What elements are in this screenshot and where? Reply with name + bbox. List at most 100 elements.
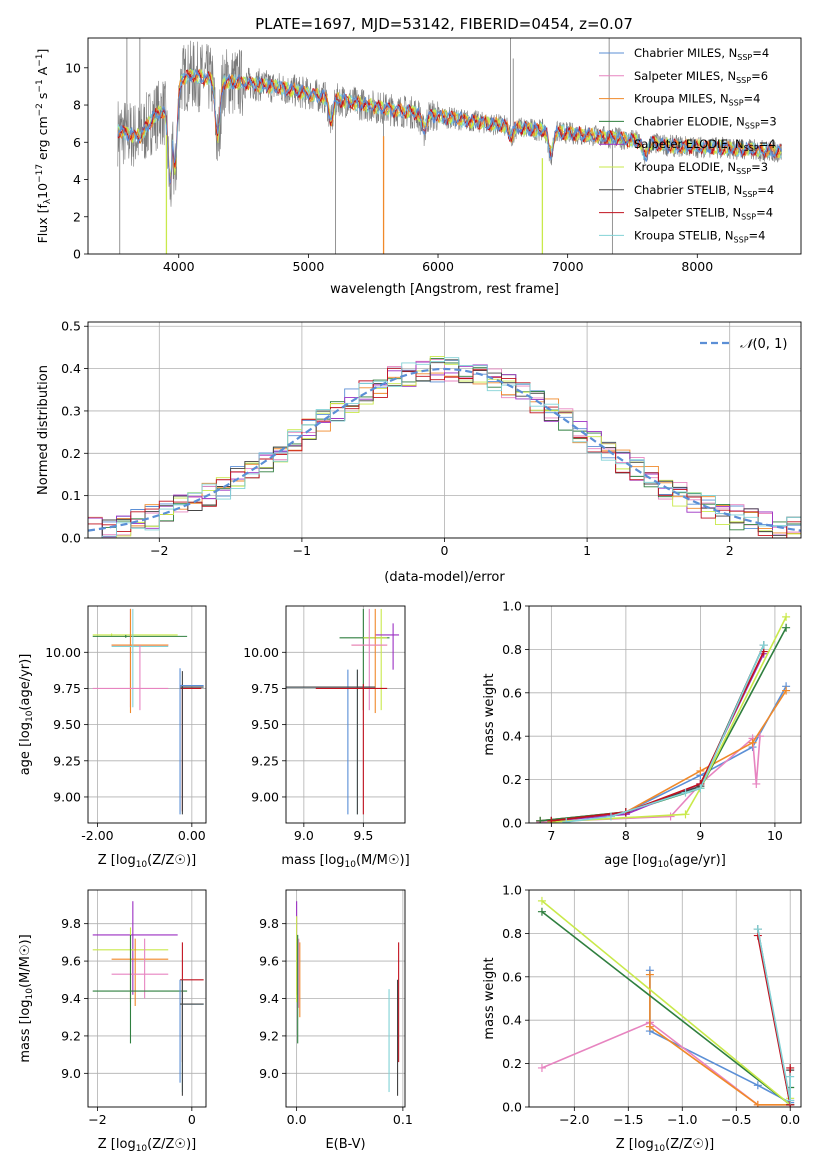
y-tick-label: 1.0 (502, 883, 522, 898)
y-tick-label: 0.4 (61, 361, 81, 376)
legend-entry: Kroupa ELODIE, NSSP=3 (634, 160, 768, 176)
axes-frame (285, 605, 406, 824)
axes-frame (285, 889, 406, 1108)
axes-frame (87, 605, 207, 824)
y-tick-label: 0.2 (61, 446, 81, 461)
x-tick-label: 8 (622, 828, 630, 843)
model-spectrum-line (117, 69, 782, 185)
y-tick-label: 9.75 (53, 681, 81, 696)
y-tick-label: 6 (73, 135, 81, 150)
residual-histogram-panel: −2 −1 0 1 2 0.0 0.1 0.2 0.3 0.4 0.5 (data-model)/er… (36, 319, 802, 585)
axis-label: mass [log10(M/M☉)] (18, 934, 35, 1062)
figure-title: PLATE=1697, MJD=53142, FIBERID=0454, z=0… (255, 15, 633, 33)
weight-marker (748, 738, 757, 747)
weight-marker (759, 641, 768, 650)
legend-entry: Kroupa STELIB, NSSP=4 (634, 228, 765, 244)
weight-series-line (541, 900, 792, 1107)
weight-series-line (541, 911, 792, 1107)
y-axis-label: mass weight (482, 673, 497, 755)
legend-entry: Salpeter ELODIE, NSSP=4 (634, 137, 776, 153)
weight-marker (681, 788, 690, 797)
x-tick-label: 0 (188, 1112, 196, 1127)
plot-area (117, 38, 782, 254)
y-tick-label: 9.50 (53, 717, 81, 732)
y-tick-label: 9.00 (53, 789, 81, 804)
weights-vs-metallicity-panel: −2.0 −1.5 −1.0 −0.5 0.0 0.0 0.2 0.4 0.6 0.8 1.0 Z [… (482, 883, 802, 1154)
y-tick-label: 2 (73, 209, 81, 224)
weight-marker (681, 810, 690, 819)
mass-vs-metallicity-panel: −2 0 9.0 9.2 9.4 9.6 9.8 Z [log10(Z/Z☉)] mass [l… (18, 889, 207, 1154)
legend-entry: Kroupa MILES, NSSP=4 (634, 92, 760, 108)
y-tick-label: 0.2 (502, 1056, 522, 1071)
y-tick-label: 0.0 (502, 1100, 522, 1115)
x-tick-label: 0.1 (393, 1112, 413, 1127)
x-tick-label: −2 (88, 1112, 106, 1127)
plot-area (529, 606, 801, 823)
spectrum-panel: 4000 5000 6000 7000 8000 0 2 4 6 8 10 wavelength [A… (35, 37, 802, 297)
plot-area (88, 606, 206, 823)
histogram-series (88, 367, 801, 538)
axes-frame (528, 889, 802, 1108)
weight-marker (786, 1096, 795, 1105)
axis-label: mass [log10(M/M☉)] (281, 853, 409, 870)
y-tick-label: 1.0 (502, 599, 522, 614)
weight-marker (752, 779, 761, 788)
y-tick-label: 9.4 (259, 991, 279, 1006)
x-tick-label: 7000 (552, 259, 584, 274)
y-tick-label: 9.25 (251, 753, 279, 768)
y-tick-label: 4 (73, 172, 81, 187)
x-tick-label: −1.0 (667, 1112, 697, 1127)
x-tick-label: 0.00 (178, 828, 206, 843)
weight-marker (562, 817, 571, 823)
y-tick-label: 9.25 (53, 753, 81, 768)
weight-marker (782, 686, 791, 695)
y-tick-label: 0.5 (61, 319, 81, 334)
weight-marker (537, 907, 546, 916)
y-tick-label: 9.75 (251, 681, 279, 696)
histogram-series (88, 358, 801, 536)
y-tick-label: 10.00 (243, 645, 279, 660)
mass-vs-ebv-panel: 0.0 0.1 9.0 9.2 9.4 9.6 9.8 E(B-V) (259, 889, 413, 1152)
y-tick-label: 9.2 (259, 1028, 279, 1043)
plot-area (286, 890, 405, 1107)
x-tick-label: −2 (150, 543, 168, 558)
legend-entry: Chabrier MILES, NSSP=4 (634, 46, 769, 62)
y-tick-label: 10 (65, 60, 81, 75)
x-tick-label: 0.0 (780, 1112, 800, 1127)
y-tick-label: 9.0 (259, 1066, 279, 1081)
x-tick-label: 0 (441, 543, 449, 558)
y-tick-label: 9.2 (61, 1028, 81, 1043)
weight-marker (666, 812, 675, 821)
weight-series-line (649, 974, 791, 1106)
x-axis-label: wavelength [Angstrom, rest frame] (330, 282, 559, 297)
y-axis-label: mass weight (482, 957, 497, 1039)
weight-marker (753, 1100, 762, 1107)
y-axis-label: Normed distribution (36, 365, 51, 495)
y-tick-label: 0.0 (61, 531, 81, 546)
plot-area (88, 890, 206, 1107)
x-tick-label: 7 (547, 828, 555, 843)
x-tick-label: −1.5 (613, 1112, 643, 1127)
plot-area (88, 322, 801, 538)
weight-marker (786, 1063, 795, 1072)
x-tick-label: 9.0 (294, 828, 314, 843)
weight-series-line (540, 736, 761, 823)
x-tick-label: -2.00 (81, 828, 113, 843)
y-tick-label: 0.1 (61, 488, 81, 503)
axis-label: age [log10(age/yr)] (18, 654, 35, 776)
y-tick-label: 9.8 (259, 916, 279, 931)
y-tick-label: 0 (73, 247, 81, 262)
weight-marker (645, 1022, 654, 1031)
x-tick-label: 8000 (681, 259, 713, 274)
y-tick-label: 9.6 (259, 954, 279, 969)
axes-frame (528, 605, 802, 824)
y-tick-label: 0.3 (61, 403, 81, 418)
axis-label: Z [log10(Z/Z☉)] (98, 853, 196, 870)
y-tick-label: 0.2 (502, 772, 522, 787)
y-tick-label: 9.4 (61, 991, 81, 1006)
y-tick-label: 0.6 (502, 685, 522, 700)
histogram-series (88, 357, 801, 538)
y-axis-label: Flux [fλ10−17 erg cm−2 s−1 A−1] (35, 49, 53, 244)
x-tick-label: 10 (767, 828, 783, 843)
